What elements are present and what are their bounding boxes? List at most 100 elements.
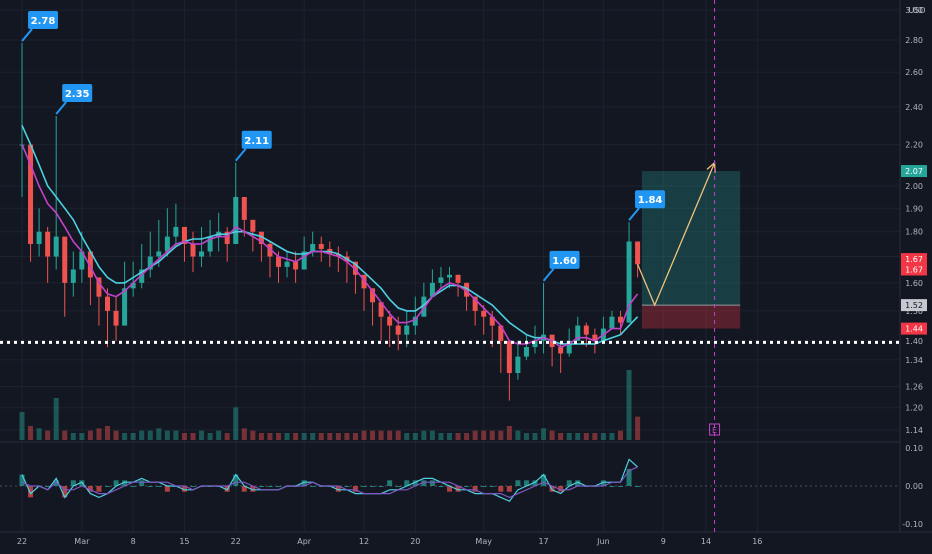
osc-histogram-bar bbox=[267, 486, 273, 487]
event-box[interactable] bbox=[709, 423, 721, 436]
price-tag[interactable] bbox=[901, 299, 927, 312]
event-marker[interactable]: E bbox=[709, 0, 721, 532]
osc-histogram-bar bbox=[421, 480, 427, 486]
volume-bar bbox=[276, 433, 281, 440]
price-tick-label: 1.34 bbox=[905, 356, 923, 365]
candle-body bbox=[173, 226, 179, 237]
price-tag[interactable] bbox=[901, 322, 927, 335]
price-tag[interactable] bbox=[901, 253, 927, 266]
price-tick-label: 1.26 bbox=[905, 383, 923, 392]
osc-histogram-bar bbox=[370, 486, 376, 487]
time-tick-label: 9 bbox=[661, 537, 666, 546]
time-tick-label: 15 bbox=[179, 537, 189, 546]
osc-line-b bbox=[21, 466, 638, 499]
osc-histogram-bar bbox=[404, 480, 410, 486]
candle-body bbox=[241, 196, 247, 220]
stop-zone[interactable] bbox=[641, 305, 741, 329]
volume-bar bbox=[344, 433, 350, 440]
price-tag-label: 2.07 bbox=[905, 167, 923, 176]
volume-bar bbox=[113, 430, 119, 440]
price-tick-label: 1.50 bbox=[905, 307, 923, 316]
volume-bar bbox=[370, 430, 376, 440]
candle-body bbox=[370, 288, 376, 303]
osc-histogram-bar bbox=[335, 486, 341, 492]
osc-histogram-bar bbox=[241, 486, 247, 492]
price-axis[interactable]: USD 3.002.802.602.402.202.001.901.801.70… bbox=[901, 6, 927, 529]
axis-currency-label: USD bbox=[908, 6, 925, 15]
time-axis[interactable]: 22 Mar 8 15 22 Apr 12 20 May 17 Jun 9 14 16 bbox=[17, 537, 762, 546]
volume-bar bbox=[79, 433, 85, 440]
volume-bar bbox=[549, 430, 555, 440]
volume-bar bbox=[224, 433, 230, 440]
price-tick-label: 2.60 bbox=[905, 68, 923, 77]
candle-body bbox=[284, 261, 290, 267]
volume-bar bbox=[618, 430, 623, 440]
volume-bar bbox=[130, 433, 136, 440]
osc-histogram-bar bbox=[635, 486, 641, 487]
volume-bar bbox=[327, 433, 333, 440]
volume-bar bbox=[293, 433, 299, 440]
price-tag-label: 1.67 bbox=[905, 255, 923, 264]
volume-bar bbox=[378, 430, 384, 440]
volume-bar bbox=[310, 433, 316, 440]
price-tick-label: 1.90 bbox=[905, 204, 923, 213]
price-tick-label: 3.00 bbox=[905, 6, 923, 15]
osc-histogram-bar bbox=[515, 480, 521, 486]
osc-histogram-bar bbox=[506, 486, 512, 492]
candle-body bbox=[199, 251, 205, 257]
volume-bar bbox=[216, 430, 222, 440]
volume-bar bbox=[352, 433, 358, 440]
osc-tick-label: 0.00 bbox=[905, 482, 923, 491]
volume-bar bbox=[387, 430, 393, 440]
time-tick-label: 17 bbox=[538, 537, 548, 546]
candle-body bbox=[130, 282, 136, 289]
candle-body bbox=[224, 231, 230, 244]
callout-pointer bbox=[21, 28, 33, 42]
osc-histogram-bar bbox=[70, 480, 76, 486]
osc-tick-label: 0.10 bbox=[905, 444, 923, 453]
osc-histogram-bar bbox=[541, 474, 547, 486]
volume-bar bbox=[421, 430, 427, 440]
osc-histogram-bar bbox=[472, 486, 478, 492]
volume-bar bbox=[600, 433, 606, 440]
osc-histogram-bar bbox=[447, 486, 452, 492]
volume-bar bbox=[635, 416, 641, 440]
candle-body bbox=[276, 256, 281, 267]
volume-bar bbox=[199, 430, 205, 440]
volume-bar bbox=[532, 433, 538, 440]
candle-body bbox=[62, 236, 68, 283]
event-label[interactable]: E bbox=[712, 426, 717, 435]
time-tick-label: 14 bbox=[701, 537, 711, 546]
osc-histogram-bar bbox=[45, 486, 51, 487]
volume-bar bbox=[301, 433, 307, 440]
projection-line[interactable] bbox=[637, 162, 716, 307]
volume-bar bbox=[164, 430, 170, 440]
callout-pointer bbox=[55, 101, 67, 115]
candle-body bbox=[429, 282, 435, 297]
candle-body bbox=[267, 243, 273, 257]
callout-label: 1.60 bbox=[552, 256, 577, 267]
osc-histogram-bar bbox=[301, 480, 307, 486]
callout-pointer bbox=[628, 207, 640, 221]
osc-histogram-bar bbox=[600, 480, 606, 486]
candle-body bbox=[122, 288, 128, 326]
volume-bar bbox=[566, 433, 572, 440]
osc-histogram-bar bbox=[412, 480, 418, 486]
price-tick-label: 2.20 bbox=[905, 141, 923, 150]
candle-body bbox=[250, 219, 256, 232]
price-tag[interactable] bbox=[901, 263, 927, 276]
osc-histogram-bar bbox=[566, 480, 572, 486]
candle-body bbox=[318, 243, 324, 249]
oscillator-panel bbox=[0, 458, 900, 502]
osc-histogram-bar bbox=[395, 486, 401, 487]
callout-box bbox=[62, 83, 93, 102]
price-tag[interactable] bbox=[901, 165, 927, 178]
osc-histogram-bar bbox=[310, 486, 316, 487]
price-tick-label: 1.14 bbox=[905, 426, 923, 435]
candle-body bbox=[498, 325, 504, 341]
volume-bar bbox=[156, 428, 162, 440]
long-position-box[interactable] bbox=[641, 171, 741, 329]
volume-bar bbox=[515, 430, 521, 440]
